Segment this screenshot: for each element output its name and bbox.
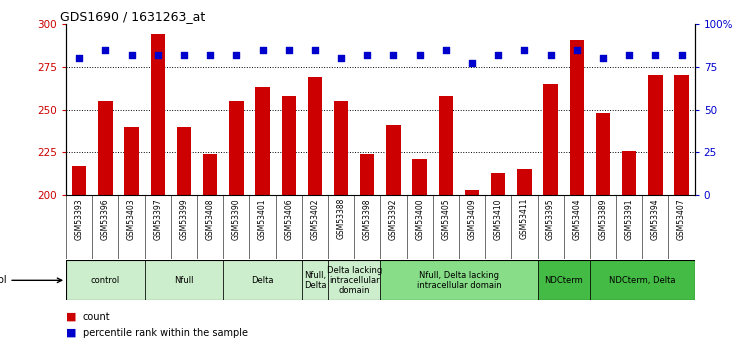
Bar (544, 84, 558, 195)
Bar (491, 173, 505, 195)
Text: GSM53405: GSM53405 (442, 198, 451, 240)
Bar (328, 260, 381, 300)
Bar (282, 96, 296, 195)
Text: Nfull, Delta lacking
intracellular domain: Nfull, Delta lacking intracellular domai… (417, 271, 502, 290)
Text: GSM53396: GSM53396 (101, 198, 110, 240)
Bar (381, 260, 538, 300)
Text: GSM53398: GSM53398 (363, 198, 372, 240)
Text: ■: ■ (66, 312, 77, 322)
Point (125, 52, 137, 58)
Bar (412, 159, 427, 195)
Point (623, 52, 635, 58)
Point (257, 47, 269, 52)
Point (231, 52, 243, 58)
Text: GSM53401: GSM53401 (258, 198, 267, 240)
Text: GSM53404: GSM53404 (572, 198, 581, 240)
Point (676, 52, 688, 58)
Text: Nfull,
Delta: Nfull, Delta (303, 271, 326, 290)
Point (73, 56, 85, 61)
Bar (223, 260, 302, 300)
Text: GSM53410: GSM53410 (493, 198, 502, 240)
Text: Nfull: Nfull (174, 276, 194, 285)
Bar (229, 101, 243, 195)
Text: GSM53402: GSM53402 (310, 198, 319, 240)
Bar (569, 40, 584, 195)
Text: control: control (91, 276, 120, 285)
Point (152, 52, 164, 58)
Point (518, 47, 530, 52)
Point (335, 56, 347, 61)
Text: Delta lacking
intracellular
domain: Delta lacking intracellular domain (327, 266, 382, 295)
Bar (386, 125, 401, 195)
Bar (465, 190, 479, 195)
Text: GSM53391: GSM53391 (625, 198, 634, 240)
Bar (590, 260, 695, 300)
Point (466, 61, 478, 66)
Point (414, 52, 426, 58)
Text: NDCterm, Delta: NDCterm, Delta (609, 276, 676, 285)
Bar (302, 260, 328, 300)
Text: GSM53408: GSM53408 (206, 198, 215, 240)
Point (544, 52, 556, 58)
Text: NDCterm: NDCterm (544, 276, 583, 285)
Text: GSM53409: GSM53409 (468, 198, 477, 240)
Text: GSM53406: GSM53406 (284, 198, 293, 240)
Bar (439, 96, 453, 195)
Text: GSM53411: GSM53411 (520, 198, 529, 239)
Text: GSM53403: GSM53403 (127, 198, 136, 240)
Point (309, 47, 321, 52)
Bar (334, 101, 348, 195)
Point (571, 47, 583, 52)
Bar (308, 77, 322, 195)
Text: GDS1690 / 1631263_at: GDS1690 / 1631263_at (60, 10, 205, 23)
Bar (360, 154, 375, 195)
Point (282, 47, 294, 52)
Text: GSM53393: GSM53393 (74, 198, 83, 240)
Text: percentile rank within the sample: percentile rank within the sample (83, 328, 248, 338)
Text: ■: ■ (66, 328, 77, 338)
Text: count: count (83, 312, 110, 322)
Point (388, 52, 400, 58)
Text: Delta: Delta (252, 276, 274, 285)
Bar (176, 127, 192, 195)
Bar (66, 260, 145, 300)
Point (178, 52, 190, 58)
Text: GSM53390: GSM53390 (232, 198, 241, 240)
Point (99, 47, 111, 52)
Point (492, 52, 504, 58)
Bar (648, 75, 662, 195)
Bar (622, 150, 636, 195)
Text: protocol: protocol (0, 275, 62, 285)
Text: GSM53399: GSM53399 (179, 198, 189, 240)
Bar (145, 260, 223, 300)
Point (204, 52, 216, 58)
Bar (203, 154, 217, 195)
Text: GSM53394: GSM53394 (651, 198, 660, 240)
Point (440, 47, 452, 52)
Text: GSM53389: GSM53389 (599, 198, 608, 240)
Text: GSM53395: GSM53395 (546, 198, 555, 240)
Bar (72, 166, 86, 195)
Text: GSM53392: GSM53392 (389, 198, 398, 240)
Point (597, 56, 609, 61)
Point (650, 52, 662, 58)
Bar (538, 260, 590, 300)
Bar (596, 113, 611, 195)
Text: GSM53397: GSM53397 (153, 198, 162, 240)
Bar (674, 75, 689, 195)
Text: GSM53388: GSM53388 (336, 198, 345, 239)
Point (361, 52, 373, 58)
Text: GSM53407: GSM53407 (677, 198, 686, 240)
Bar (125, 127, 139, 195)
Text: GSM53400: GSM53400 (415, 198, 424, 240)
Bar (150, 34, 165, 195)
Bar (255, 87, 270, 195)
Bar (517, 169, 532, 195)
Bar (98, 101, 113, 195)
